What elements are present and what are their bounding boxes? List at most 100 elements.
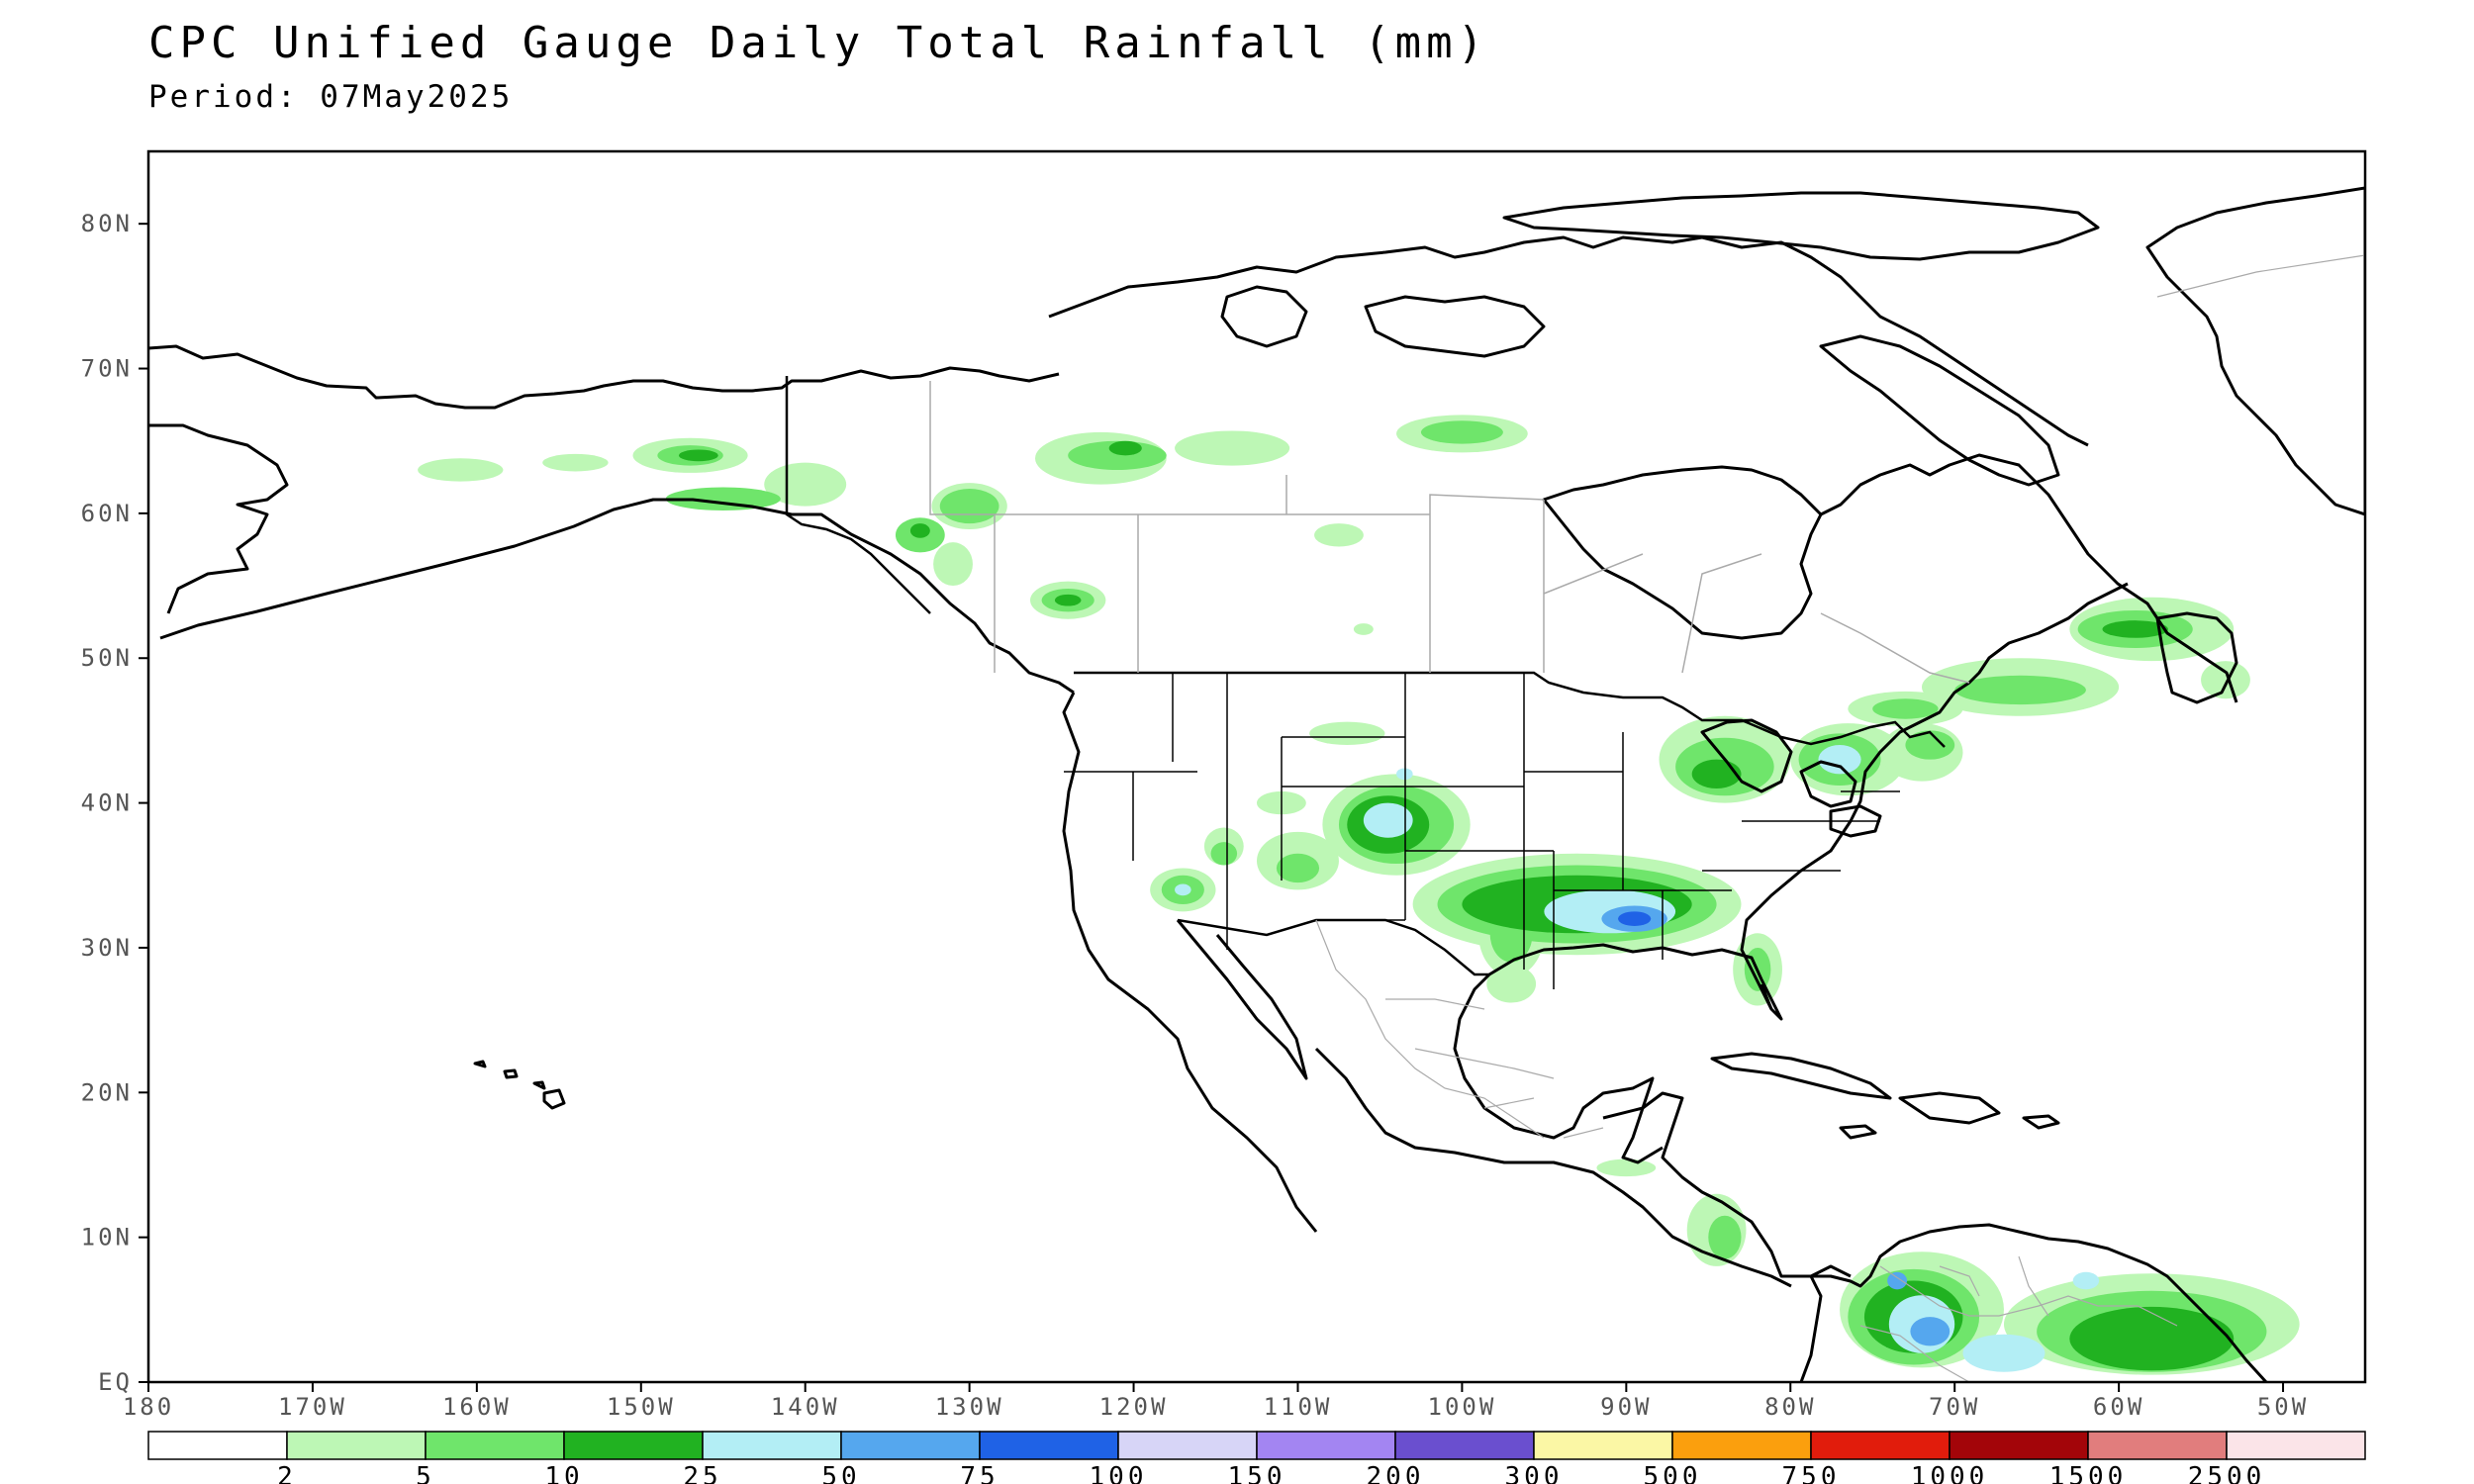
labrador-coastline — [1820, 453, 2238, 703]
rain-area — [764, 462, 847, 507]
rain-area — [1175, 430, 1290, 466]
rain-area — [1276, 853, 1320, 883]
rain-area — [418, 458, 504, 482]
rain-area — [1691, 759, 1742, 788]
legend-break-label: 300 — [1505, 1462, 1564, 1484]
lat-label: 10N — [81, 1224, 133, 1252]
rain-area — [1887, 1271, 1908, 1290]
map-background — [148, 151, 2365, 1382]
lon-label: 90W — [1600, 1393, 1652, 1421]
baja-coastline — [1176, 919, 1308, 1080]
rain-area — [1210, 842, 1238, 866]
legend-break-label: 750 — [1782, 1462, 1841, 1484]
lon-label: 160W — [442, 1393, 512, 1421]
rain-area — [1905, 730, 1955, 760]
legend-swatch — [1256, 1431, 1396, 1460]
rain-area — [665, 487, 781, 510]
victoria-island — [1364, 295, 1546, 358]
lat-label: 70N — [81, 355, 133, 383]
rain-area — [933, 542, 973, 587]
canada-province-borders — [929, 381, 1970, 684]
map-frame — [146, 149, 2367, 1384]
legend-swatch — [702, 1431, 842, 1460]
puerto-rico — [2022, 1114, 2060, 1130]
rain-area — [939, 489, 999, 524]
rain-area — [1872, 698, 1939, 719]
rain-area — [678, 449, 718, 462]
legend-swatch — [1810, 1431, 1951, 1460]
rain-area — [1314, 523, 1364, 547]
rain-area — [1962, 1334, 2046, 1372]
hawaii-islands — [473, 1060, 566, 1110]
color-legend: 2 5 10 25 50 75 100 150 200 300 500 750 1000 1500 2500 — [147, 1431, 2366, 1484]
legend-swatch — [1117, 1431, 1258, 1460]
rainfall-shading — [418, 415, 2300, 1375]
newfoundland — [2155, 611, 2238, 704]
lon-label: 170W — [278, 1393, 347, 1421]
legend-swatch — [563, 1431, 704, 1460]
lon-label: 80W — [1764, 1393, 1816, 1421]
legend-break-label: 100 — [1090, 1462, 1148, 1484]
greenland-coastline — [2145, 186, 2365, 516]
alaska-canada-border — [785, 376, 931, 614]
legend-break-label: 500 — [1644, 1462, 1702, 1484]
arctic-islands — [1048, 235, 2089, 447]
legend-swatch — [1394, 1431, 1535, 1460]
west-coast-us — [1062, 692, 1318, 1233]
map-title: CPC Unified Gauge Daily Total Rainfall (… — [148, 18, 1489, 68]
south-america-borders — [1859, 1255, 2178, 1382]
rain-area — [1175, 883, 1191, 896]
legend-break-label: 10 — [544, 1462, 583, 1484]
legend-break-label: 150 — [1228, 1462, 1286, 1484]
mexico-state-borders — [1315, 919, 1604, 1139]
lon-label: 120W — [1099, 1393, 1169, 1421]
rain-area — [2069, 1306, 2235, 1371]
greenland-border — [2156, 254, 2365, 298]
legend-swatch — [425, 1431, 565, 1460]
us-east-coast — [1740, 582, 2129, 1010]
hispaniola — [1898, 1091, 2001, 1125]
rain-area — [1618, 911, 1652, 926]
rain-area — [909, 523, 930, 538]
alaska-coastline — [148, 344, 1060, 410]
rain-area — [1420, 420, 1503, 444]
hudson-bay-coastline — [1542, 465, 1823, 640]
legend-break-label: 5 — [416, 1462, 435, 1484]
rain-area — [1596, 1159, 1657, 1177]
rain-area — [1910, 1317, 1951, 1346]
legend-swatch — [1949, 1431, 2089, 1460]
lon-label: 60W — [2093, 1393, 2144, 1421]
rain-area — [1708, 1215, 1742, 1259]
legend-swatch — [147, 1431, 288, 1460]
legend-break-label: 2500 — [2188, 1462, 2266, 1484]
lat-label: 60N — [81, 500, 133, 527]
rain-area — [1486, 965, 1537, 1003]
rain-area — [2102, 620, 2168, 638]
lon-label: 110W — [1264, 1393, 1333, 1421]
lon-label: 180 — [123, 1393, 174, 1421]
legend-swatch — [1671, 1431, 1812, 1460]
lat-label: 80N — [81, 210, 133, 237]
rain-area — [1818, 745, 1861, 775]
rain-area — [2201, 661, 2250, 699]
country-borders — [785, 254, 2365, 1382]
rain-area — [1954, 675, 2086, 705]
south-america-coastline — [1811, 1223, 2268, 1382]
legend-break-label: 1000 — [1911, 1462, 1989, 1484]
cuba — [1710, 1052, 1892, 1100]
alaska-south-coastline — [159, 498, 1075, 695]
rain-area — [1108, 440, 1142, 456]
lat-label: EQ — [98, 1368, 133, 1396]
rain-area — [1353, 623, 1374, 635]
lon-label: 130W — [935, 1393, 1004, 1421]
lat-label: 30N — [81, 934, 133, 962]
legend-break-label: 200 — [1367, 1462, 1425, 1484]
rain-area — [2072, 1271, 2100, 1290]
gulf-coastline — [1453, 973, 1664, 1164]
ellesmere-island — [1502, 191, 2100, 261]
legend-swatch — [1533, 1431, 1673, 1460]
legend-swatch — [840, 1431, 981, 1460]
legend-break-label: 50 — [821, 1462, 860, 1484]
us-state-borders — [1064, 673, 1900, 989]
